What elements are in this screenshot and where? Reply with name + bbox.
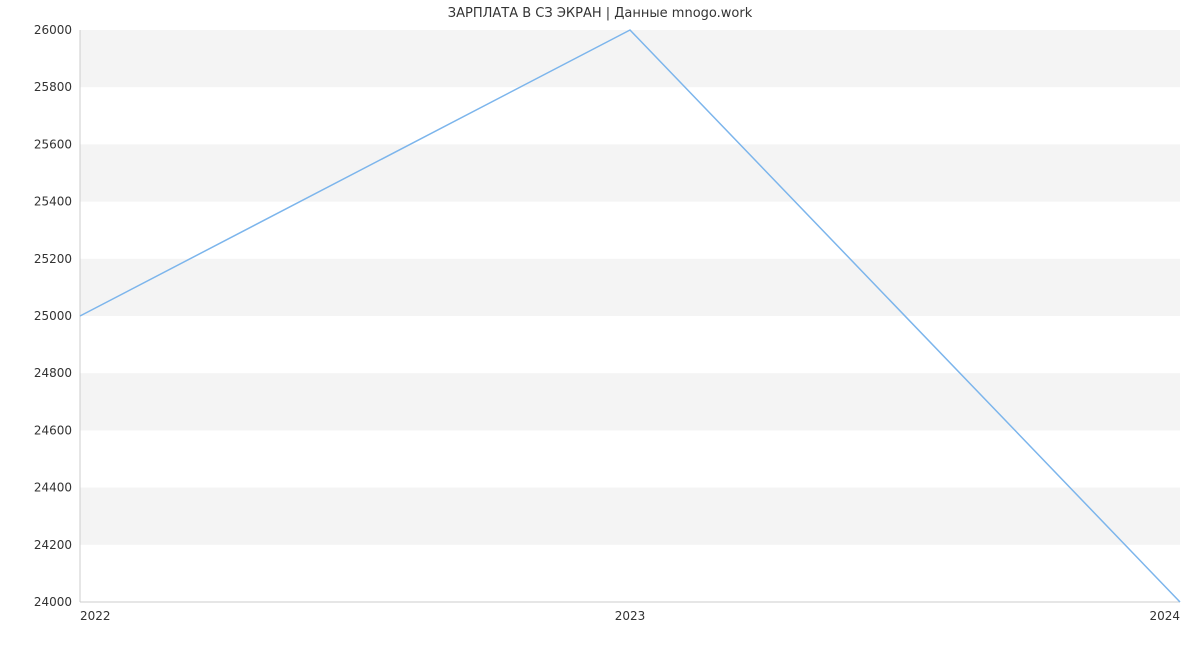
x-tick-label: 2023 — [615, 609, 646, 623]
y-tick-label: 24200 — [34, 538, 72, 552]
plot-band — [80, 373, 1180, 430]
y-tick-label: 25200 — [34, 252, 72, 266]
y-tick-label: 26000 — [34, 23, 72, 37]
x-tick-label: 2022 — [80, 609, 111, 623]
y-tick-label: 25600 — [34, 137, 72, 151]
plot-band — [80, 259, 1180, 316]
x-tick-label: 2024 — [1149, 609, 1180, 623]
y-tick-label: 24600 — [34, 423, 72, 437]
y-tick-label: 24400 — [34, 481, 72, 495]
y-tick-label: 25800 — [34, 80, 72, 94]
plot-band — [80, 144, 1180, 201]
plot-band — [80, 488, 1180, 545]
y-tick-label: 25400 — [34, 195, 72, 209]
chart-svg: 24000 24200 24400 24600 24800 25000 25200 25400… — [0, 0, 1200, 650]
y-tick-label: 24800 — [34, 366, 72, 380]
plot-band — [80, 30, 1180, 87]
salary-chart: ЗАРПЛАТА В СЗ ЭКРАН | Данные mnogo.work … — [0, 0, 1200, 650]
y-tick-label: 24000 — [34, 595, 72, 609]
y-tick-label: 25000 — [34, 309, 72, 323]
